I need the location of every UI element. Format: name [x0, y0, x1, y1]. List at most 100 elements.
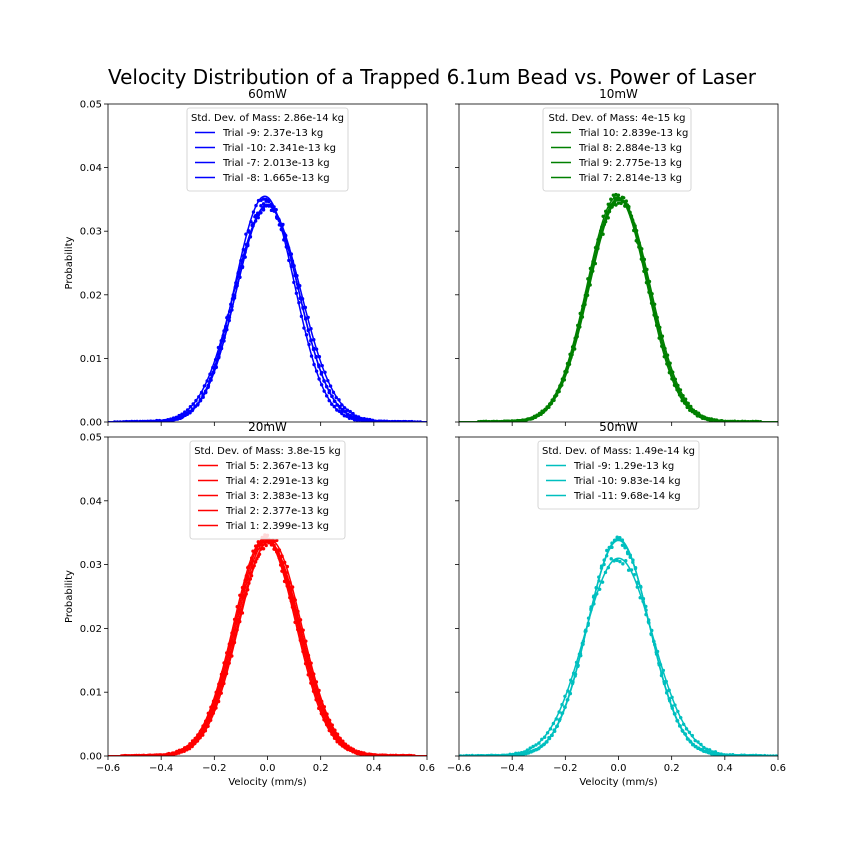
legend-entry: Trial -8: 1.665e-13 kg — [222, 173, 330, 184]
data-point — [255, 548, 259, 552]
data-point — [230, 654, 234, 658]
data-point — [196, 402, 200, 406]
data-point — [494, 420, 499, 422]
data-point — [512, 419, 517, 422]
data-point — [225, 327, 229, 332]
data-point — [295, 273, 299, 278]
data-point — [213, 363, 218, 367]
data-point — [523, 751, 528, 755]
series-line-3 — [108, 538, 427, 756]
data-point — [264, 543, 268, 548]
data-point — [612, 538, 617, 543]
data-point — [535, 413, 540, 418]
data-point — [678, 724, 682, 728]
data-point — [552, 728, 556, 732]
legend-title: Std. Dev. of Mass: 2.86e-14 kg — [191, 113, 344, 124]
data-point — [219, 691, 223, 695]
data-point — [345, 747, 350, 752]
data-point — [275, 538, 279, 543]
data-point — [612, 201, 617, 205]
data-point — [359, 416, 364, 421]
data-point — [502, 419, 506, 422]
data-point — [679, 394, 684, 398]
data-point — [725, 420, 730, 422]
data-point — [566, 362, 571, 366]
data-point — [225, 316, 229, 320]
data-point — [219, 672, 224, 677]
data-point — [211, 365, 215, 370]
data-point — [320, 363, 324, 368]
data-point — [549, 733, 554, 738]
data-point — [198, 729, 203, 734]
data-point — [322, 389, 326, 393]
data-point — [744, 754, 748, 756]
legend-entry: Trial 3: 2.383e-13 kg — [225, 491, 329, 502]
data-point — [510, 753, 514, 756]
data-point — [253, 560, 258, 564]
data-point — [368, 417, 372, 422]
data-point — [628, 210, 632, 214]
data-point — [294, 291, 299, 296]
data-point — [227, 309, 232, 314]
data-point — [243, 578, 247, 583]
data-point — [356, 751, 360, 756]
data-point — [401, 419, 406, 422]
data-point — [367, 754, 371, 756]
data-point — [625, 551, 630, 556]
data-point — [537, 741, 541, 745]
data-point — [713, 750, 718, 754]
data-point — [497, 754, 501, 756]
data-point — [380, 753, 384, 756]
data-point — [354, 414, 358, 418]
data-point — [611, 193, 616, 197]
data-point — [222, 661, 226, 665]
data-point — [319, 383, 324, 387]
y-tick-label: 0.00 — [80, 418, 102, 429]
data-point — [337, 409, 342, 413]
data-point — [317, 706, 321, 711]
data-point — [476, 420, 481, 422]
data-point — [566, 689, 570, 693]
data-point — [602, 562, 606, 567]
data-point — [264, 204, 268, 208]
data-point — [248, 577, 253, 581]
data-point — [638, 246, 643, 250]
data-point — [398, 754, 402, 756]
data-point — [705, 417, 709, 421]
subplot-4: −0.6 −0.4 −0.2 0.0 0.2 0.4 0.6 50mW Velocity (mm… — [447, 420, 786, 788]
data-point — [616, 193, 621, 197]
data-point — [166, 417, 170, 422]
data-point — [164, 753, 168, 756]
data-point — [670, 706, 675, 710]
data-point — [314, 369, 319, 373]
data-point — [492, 419, 496, 422]
data-point — [584, 291, 589, 296]
data-point — [586, 621, 591, 626]
data-point — [178, 416, 182, 421]
data-point — [385, 420, 389, 422]
data-point — [289, 252, 294, 256]
data-point — [301, 628, 305, 632]
legend-entry: Trial 4: 2.291e-13 kg — [225, 476, 329, 487]
data-point — [699, 747, 703, 752]
data-point — [159, 753, 163, 756]
data-point — [749, 753, 753, 756]
data-point — [340, 411, 344, 416]
data-point — [203, 389, 208, 393]
y-axis-label: Probability — [64, 570, 75, 623]
data-point — [285, 584, 289, 588]
data-point — [543, 407, 547, 412]
data-point — [188, 409, 193, 414]
data-point — [241, 254, 246, 258]
data-point — [649, 632, 654, 637]
data-point — [559, 384, 563, 388]
data-point — [669, 369, 673, 373]
data-point — [707, 751, 711, 755]
data-point — [322, 379, 326, 383]
data-point — [288, 580, 292, 585]
data-point — [317, 355, 322, 359]
data-point — [160, 419, 165, 422]
data-point — [285, 564, 290, 569]
data-point — [266, 198, 271, 202]
series-line-3 — [459, 539, 778, 756]
